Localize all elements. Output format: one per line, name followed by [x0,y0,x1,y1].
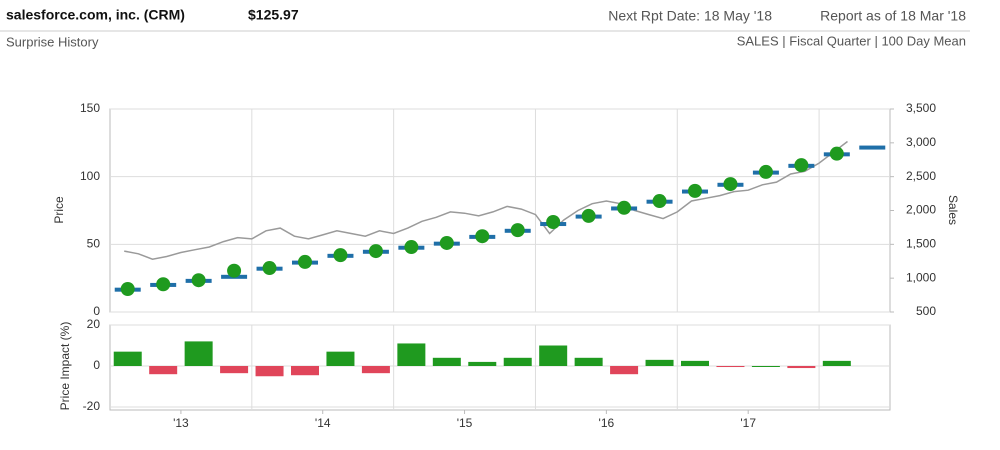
y2-tick-label: 1,500 [906,237,936,251]
x-tick-label: '17 [740,416,756,430]
y-tick-label: -20 [83,399,101,413]
impact-bar [787,366,816,369]
sales-actual [546,215,561,230]
impact-bar [149,366,178,375]
sales-actual [510,223,525,238]
y2-axis-title: Sales [946,195,960,225]
impact-bar [610,366,639,375]
sales-actual [191,273,206,288]
y-tick-label: 0 [93,304,100,318]
impact-bar [716,366,745,368]
sales-actual [404,240,419,255]
x-tick-label: '14 [315,416,331,430]
impact-bar [822,360,851,366]
next-report: Next Rpt Date: 18 May '18 [608,8,772,24]
y-tick-label: 100 [80,169,100,183]
impact-bar [539,345,568,366]
impact-bar [574,357,603,366]
impact-bar [681,360,709,366]
sales-actual [652,194,667,209]
impact-bar [255,366,284,377]
y2-tick-label: 500 [916,304,936,318]
y2-tick-label: 2,000 [906,203,936,217]
sales-actual [368,244,383,259]
y-axis-title: Price Impact (%) [58,322,72,411]
sales-actual [227,263,242,278]
sales-actual [829,146,844,161]
sales-actual [475,229,490,244]
impact-bar [751,366,780,367]
impact-bar [291,366,319,376]
y2-tick-label: 2,500 [906,169,936,183]
sales-actual [688,183,702,198]
y-tick-label: 20 [87,317,101,331]
impact-bar [326,351,355,366]
y-tick-label: 150 [80,101,100,115]
impact-bar [220,366,249,374]
impact-bar [503,357,532,366]
x-tick-label: '16 [599,416,615,430]
company-name: salesforce.com, inc. (CRM) [6,7,185,23]
stock-price: $125.97 [248,7,299,23]
plot-area [109,108,891,313]
sales-actual [723,177,738,192]
impact-bar [113,351,142,366]
subtitle: Surprise History [6,34,99,49]
impact-bar [645,359,674,366]
sales-actual [120,281,135,296]
sales-actual [333,248,348,263]
impact-bar [184,341,213,366]
sales-actual [758,164,773,179]
x-tick-label: '13 [173,416,189,430]
y-axis-title: Price [52,196,66,224]
impact-bar [397,343,426,366]
sales-actual [262,261,277,276]
settings: SALES | Fiscal Quarter | 100 Day Mean [737,33,966,48]
sales-actual [439,235,454,250]
y-tick-label: 0 [93,358,100,372]
sales-estimate [859,145,886,150]
impact-bar [468,361,497,366]
impact-bar [432,357,461,366]
report-date: Report as of 18 Mar '18 [820,8,966,24]
sales-actual [298,254,312,269]
sales-actual [794,158,809,173]
x-tick-label: '15 [457,416,473,430]
y2-tick-label: 1,000 [906,270,936,284]
impact-bar [361,366,390,374]
y2-tick-label: 3,500 [906,101,936,115]
sales-actual [617,200,632,215]
y2-tick-label: 3,000 [906,135,936,149]
sales-actual [581,208,596,223]
price-line [124,140,848,260]
y-tick-label: 50 [87,237,101,251]
sales-actual [156,277,171,292]
